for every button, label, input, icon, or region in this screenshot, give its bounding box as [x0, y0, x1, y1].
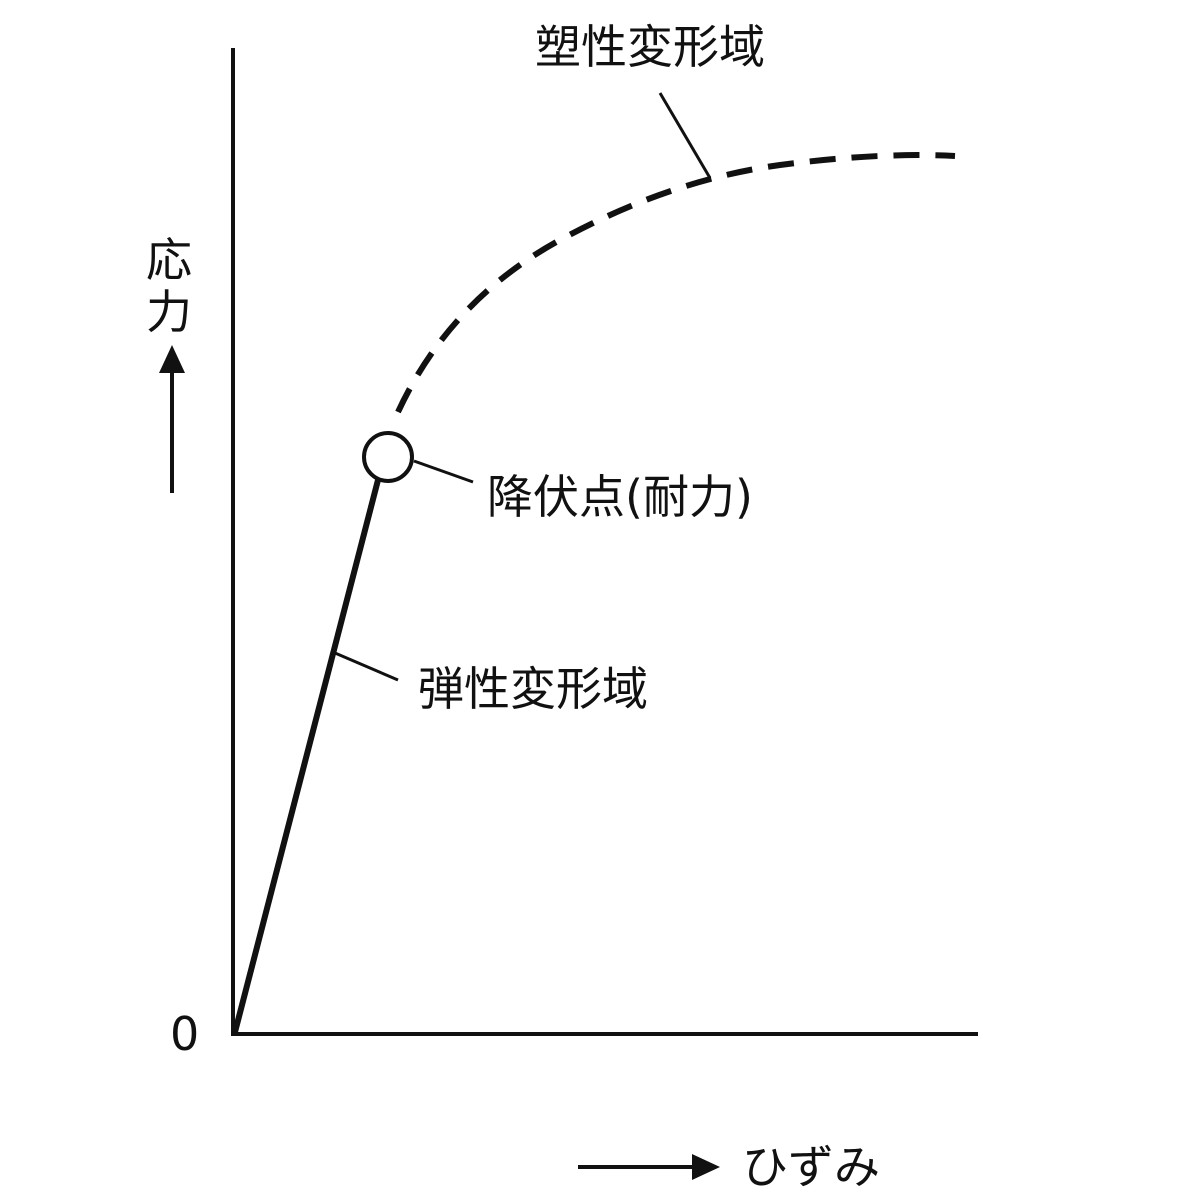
- y-axis-label-line1: 応: [146, 233, 192, 287]
- plastic-region-leader: [658, 92, 712, 179]
- x-axis-arrow-head: [692, 1154, 720, 1180]
- elastic-region-label: 弾性変形域: [418, 662, 648, 716]
- origin-label: 0: [170, 1007, 199, 1061]
- y-axis-label-line2: 力: [146, 285, 192, 339]
- yield-point-marker: [362, 431, 414, 483]
- yield-point-leader: [413, 459, 474, 484]
- plastic-region-label: 塑性変形域: [535, 20, 765, 74]
- plastic-region-curve: [395, 152, 956, 414]
- x-axis-label: ひずみ: [742, 1140, 880, 1194]
- elastic-region-line: [232, 479, 381, 1033]
- y-axis-arrow-head: [159, 345, 185, 373]
- elastic-region-leader: [334, 651, 399, 682]
- yield-point-label: 降伏点(耐力): [487, 470, 753, 524]
